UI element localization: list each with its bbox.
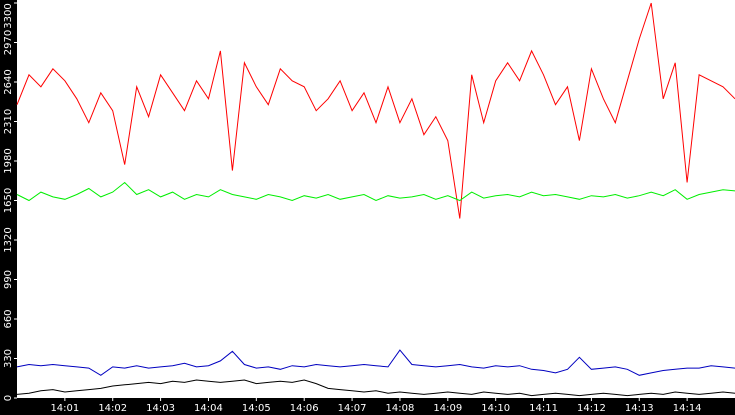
y-tick-label: 1980 (3, 148, 14, 173)
x-tick-label: 14:13 (625, 403, 654, 414)
x-tick-label: 14:03 (146, 403, 175, 414)
y-tick-label: 330 (3, 349, 14, 368)
series-line (16, 379, 735, 397)
x-tick-label: 14:05 (242, 403, 271, 414)
y-tick-label: 2970 (3, 30, 14, 55)
x-tick-label: 14:02 (98, 403, 127, 414)
y-tick-label: 3300 (3, 3, 14, 28)
x-tick-label: 14:01 (50, 403, 79, 414)
y-tick-label: 0 (3, 395, 14, 401)
y-tick-label: 660 (3, 309, 14, 328)
x-tick-label: 14:08 (386, 403, 415, 414)
x-tick-label: 14:09 (433, 403, 462, 414)
series-line (16, 181, 735, 202)
x-tick-label: 14:12 (577, 403, 606, 414)
x-tick-label: 14:11 (529, 403, 558, 414)
x-tick-label: 14:10 (481, 403, 510, 414)
x-tick-label: 14:14 (673, 403, 702, 414)
y-tick-label: 2640 (3, 69, 14, 94)
series-line (16, 2, 735, 219)
y-tick-label: 2310 (3, 109, 14, 134)
x-tick-label: 14:04 (194, 403, 223, 414)
x-tick-label: 14:07 (338, 403, 367, 414)
y-tick-label: 1320 (3, 227, 14, 252)
x-tick-label: 14:06 (290, 403, 319, 414)
series-line (16, 349, 735, 376)
plot-area (17, 0, 735, 398)
y-tick-label: 990 (3, 270, 14, 289)
y-tick-label: 1650 (3, 188, 14, 213)
